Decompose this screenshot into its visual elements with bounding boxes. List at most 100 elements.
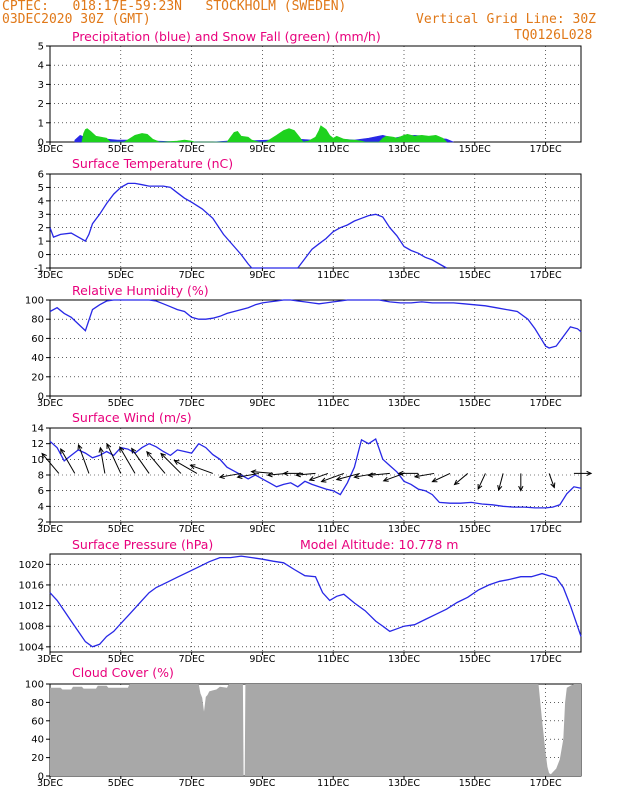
- wind-arrow: [296, 472, 316, 476]
- x-tick-label: 3DEC: [37, 144, 63, 155]
- wind-arrow-head: [308, 476, 315, 482]
- x-tick-label: 7DEC: [179, 654, 205, 665]
- panel-wind: 2 4 6 8 10 12 14 3DEC 5DEC 7DEC 9DEC 11DEC 13DEC 15DE…: [31, 410, 593, 535]
- x-tick-label: 17DEC: [530, 654, 562, 665]
- wind-arrow-head: [119, 446, 125, 453]
- x-tick-label: 15DEC: [459, 778, 491, 789]
- y-tick-label: 4: [38, 502, 44, 513]
- y-tick-label: 60: [31, 334, 44, 345]
- wind-arrow-head: [453, 479, 460, 486]
- panel-title: Relative Humidity (%): [72, 283, 209, 298]
- wind-arrow: [321, 472, 344, 483]
- y-tick-label: 1008: [19, 622, 44, 633]
- x-tick-label: 7DEC: [179, 778, 205, 789]
- wind-arrow-head: [518, 485, 524, 492]
- y-tick-label: 40: [31, 735, 44, 746]
- x-tick-label: 15DEC: [459, 654, 491, 665]
- panel-title: Cloud Cover (%): [72, 665, 174, 680]
- wind-arrow: [477, 473, 486, 490]
- wind-arrow: [106, 443, 122, 474]
- x-tick-label: 5DEC: [108, 778, 134, 789]
- x-tick-label: 7DEC: [179, 398, 205, 409]
- wind-arrow: [41, 453, 60, 474]
- wind-arrow-head: [550, 482, 556, 489]
- x-tick-label: 11DEC: [317, 270, 349, 281]
- y-tick-label: 20: [31, 372, 44, 383]
- panel-frame: [49, 45, 582, 143]
- station-header: CPTEC: 018:17E-59:23N STOCKHOLM (SWEDEN): [2, 0, 347, 14]
- panel-rh: 0 20 40 60 80 100 3DEC 5DEC 7DEC 9DEC 11DEC 13DEC 15…: [25, 283, 582, 409]
- wind-arrow: [414, 472, 435, 478]
- series-line-temp: [49, 182, 447, 269]
- wind-arrow-head: [282, 470, 289, 477]
- x-tick-label: 11DEC: [317, 144, 349, 155]
- y-tick-label: 4: [38, 61, 44, 72]
- x-tick-label: 15DEC: [459, 144, 491, 155]
- y-tick-label: 6: [38, 170, 44, 181]
- x-tick-label: 5DEC: [108, 270, 134, 281]
- y-tick-label: 80: [31, 698, 44, 709]
- y-tick-label: 10: [31, 455, 44, 466]
- panel-frame: [49, 299, 582, 397]
- y-tick-label: 12: [31, 439, 44, 450]
- x-tick-label: 9DEC: [249, 524, 275, 535]
- panel-temp: -1 0 1 2 3 4 5 6 3DEC 5DEC 7DEC 9DEC 11DEC 13DEC 15DEC…: [34, 156, 582, 281]
- y-tick-label: 100: [25, 296, 44, 307]
- panel-title: Surface Pressure (hPa): [72, 537, 213, 552]
- x-tick-label: 3DEC: [37, 654, 63, 665]
- x-tick-label: 5DEC: [108, 524, 134, 535]
- panel-frame: [49, 427, 582, 523]
- x-tick-label: 3DEC: [37, 778, 63, 789]
- wind-arrow-head: [382, 476, 389, 482]
- wind-arrow: [160, 453, 182, 474]
- wind-arrow-head: [397, 470, 404, 477]
- wind-arrow: [190, 464, 214, 474]
- panel-title: Surface Temperature (nC): [72, 156, 233, 171]
- wind-arrow: [99, 447, 106, 474]
- wind-arrow-head: [106, 442, 112, 449]
- y-tick-label: 20: [31, 753, 44, 764]
- panel-frame: [49, 173, 582, 269]
- series-cloud-0: [50, 684, 581, 776]
- wind-arrow: [454, 473, 469, 485]
- wind-arrow-head: [77, 443, 83, 450]
- y-tick-label: 3: [38, 80, 44, 91]
- x-tick-label: 5DEC: [108, 144, 134, 155]
- panel-frame: [49, 553, 582, 653]
- y-tick-label: 6: [38, 486, 44, 497]
- wind-arrow-head: [131, 447, 137, 454]
- x-tick-label: 13DEC: [388, 524, 420, 535]
- x-tick-label: 13DEC: [388, 144, 420, 155]
- wind-arrow: [432, 472, 451, 483]
- x-tick-label: 15DEC: [459, 524, 491, 535]
- wind-arrow-head: [236, 473, 243, 479]
- wind-arrow-head: [41, 452, 47, 459]
- y-tick-label: 0: [38, 392, 44, 403]
- y-tick-label: 4: [38, 196, 44, 207]
- wind-arrow-head: [335, 475, 342, 481]
- panel-precip: 0 1 2 3 4 5 3DEC 5DEC 7DEC 9DEC 11DEC 13DEC 15DEC 17D…: [37, 29, 582, 155]
- x-tick-label: 15DEC: [459, 398, 491, 409]
- wind-arrow-head: [431, 477, 438, 483]
- y-tick-label: -1: [34, 264, 44, 275]
- x-tick-label: 17DEC: [530, 524, 562, 535]
- x-tick-label: 3DEC: [37, 270, 63, 281]
- y-tick-label: 3: [38, 210, 44, 221]
- x-tick-label: 9DEC: [249, 654, 275, 665]
- wind-arrow-head: [146, 450, 152, 457]
- x-tick-label: 11DEC: [317, 654, 349, 665]
- wind-arrow-head: [160, 452, 166, 459]
- wind-arrow-head: [497, 485, 503, 492]
- model-code: TQ0126L028: [514, 28, 593, 43]
- y-tick-label: 0: [38, 772, 44, 783]
- run-date: 03DEC2020 30Z (GMT): [2, 12, 151, 27]
- wind-arrow: [60, 448, 76, 474]
- x-tick-label: 9DEC: [249, 144, 275, 155]
- x-tick-label: 17DEC: [530, 398, 562, 409]
- x-tick-label: 11DEC: [317, 398, 349, 409]
- wind-arrow-head: [173, 459, 180, 465]
- wind-arrow-head: [189, 464, 196, 470]
- y-tick-label: 1: [38, 118, 44, 129]
- y-tick-label: 2: [38, 99, 44, 110]
- wind-arrow: [174, 460, 198, 474]
